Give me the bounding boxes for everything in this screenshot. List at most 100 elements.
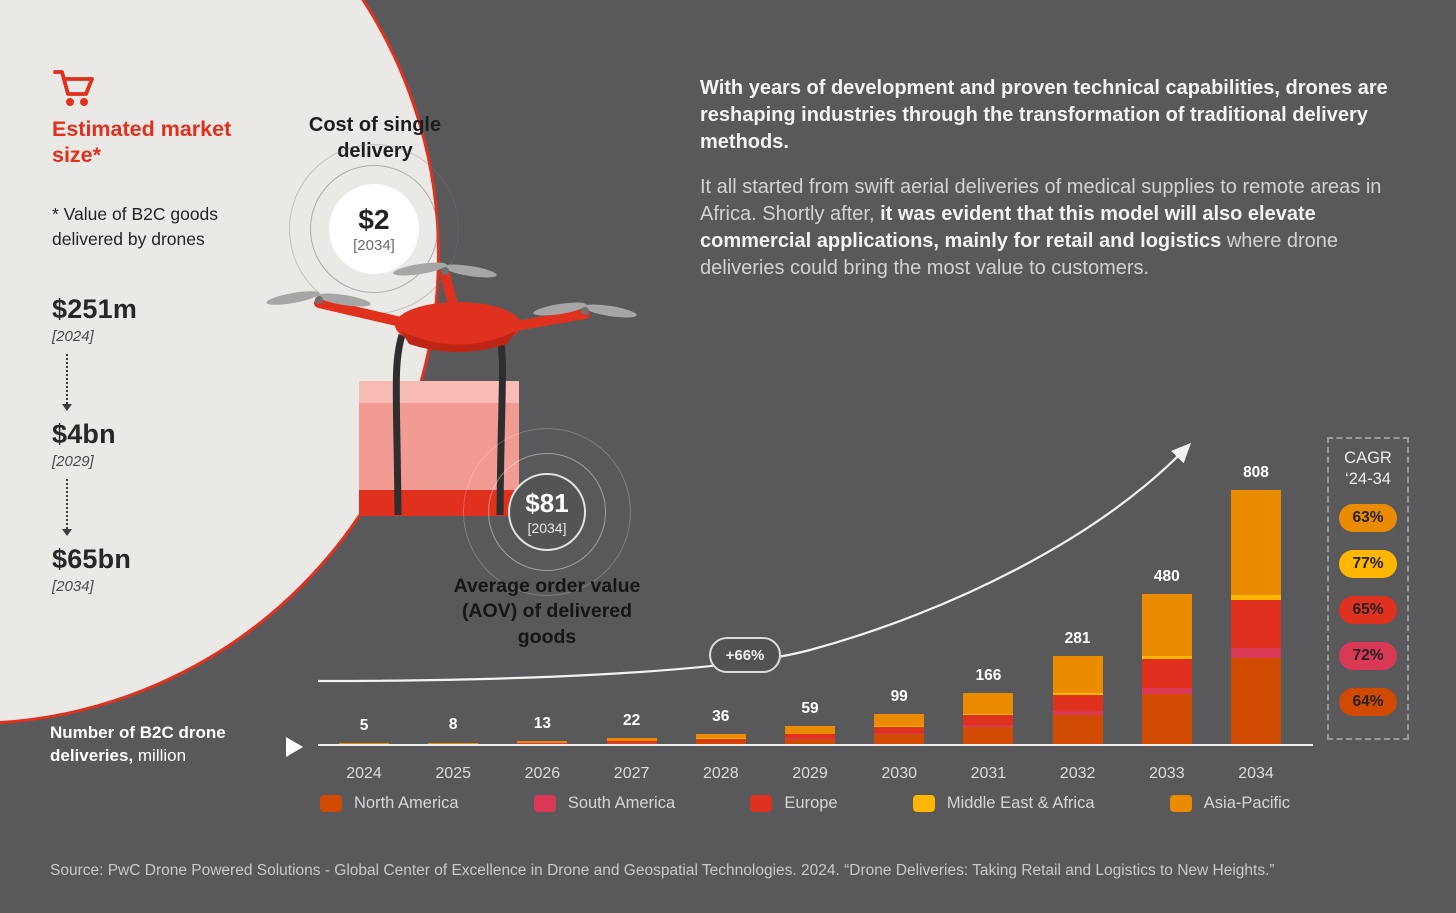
intro-paragraph-2: It all started from swift aerial deliver…: [700, 174, 1406, 283]
cagr-title: CAGR ‘24-34: [1329, 448, 1407, 489]
segment-south-america: [1052, 711, 1103, 715]
segment-north-america: [1231, 658, 1281, 745]
arrow-down-icon: [62, 404, 72, 411]
x-axis-year-label: 2025: [435, 765, 471, 782]
legend-swatch: [533, 795, 556, 812]
x-axis-year-label: 2034: [1238, 765, 1274, 782]
legend-item-europe: Europe: [750, 794, 838, 813]
bar-stack: [1141, 593, 1192, 745]
down-arrow-connector: [52, 479, 137, 536]
bar-total-label: 22: [622, 712, 641, 730]
segment-south-america: [785, 737, 835, 739]
x-axis-line: [318, 744, 1313, 746]
bar-2025: 8 2025: [428, 430, 479, 782]
bar-total-label: 36: [712, 707, 730, 725]
bar-2024: 5 2024: [339, 430, 389, 782]
segment-north-america: [1052, 714, 1103, 745]
bar-2029: 59 2029: [785, 430, 835, 782]
milestone-year: [2029]: [52, 453, 94, 470]
x-axis-year-label: 2026: [524, 765, 561, 782]
bar-total-label: 8: [448, 716, 458, 734]
cost-value: $2: [358, 204, 390, 235]
x-axis-year-label: 2027: [613, 765, 650, 782]
segment-south-america: [1231, 648, 1281, 659]
cagr-pill-72: 72%: [1339, 642, 1397, 671]
aov-year: [2034]: [527, 520, 567, 536]
segment-europe: [606, 741, 657, 743]
bar-2030: 99 2030: [874, 430, 925, 782]
segment-asia-pacific: [695, 733, 746, 739]
cagr-pill-77: 77%: [1339, 550, 1397, 579]
segment-asia-pacific: [517, 740, 568, 743]
segment-middle-east-africa: [1231, 595, 1281, 601]
segment-middle-east-africa: [1052, 692, 1103, 695]
market-size-title: Estimated market size*: [52, 117, 232, 168]
intro-p2-end: where drone deliveries could bring the m…: [700, 229, 1339, 280]
segment-middle-east-africa: [874, 726, 925, 728]
arrow-down-icon: [62, 529, 72, 536]
source-line: Source: PwC Drone Powered Solutions - Gl…: [50, 862, 1275, 879]
cagr-pill-list: 63% 77% 65% 72% 64%: [1329, 504, 1407, 717]
segment-europe: [1231, 600, 1281, 649]
x-axis-year-label: 2028: [703, 765, 739, 782]
bar-2034: 808 2034: [1231, 430, 1281, 782]
segment-north-america: [963, 727, 1014, 745]
segment-asia-pacific: [963, 692, 1014, 715]
segment-south-america: [1141, 687, 1192, 694]
growth-curve: [317, 442, 1192, 683]
bar-total-label: 5: [359, 717, 369, 735]
segment-asia-pacific: [874, 713, 925, 727]
cagr-title-line1: CAGR: [1344, 449, 1392, 467]
milestone-value: $4bn: [52, 419, 116, 449]
bar-stack: [606, 738, 657, 745]
legend-item-north-america: North America: [320, 794, 459, 813]
bar-stack: [785, 726, 835, 745]
milestone-year: [2034]: [52, 578, 94, 595]
legend-label: Asia-Pacific: [1203, 794, 1290, 812]
segment-north-america: [695, 741, 746, 745]
legend-item-middle-east-africa: Middle East & Africa: [912, 794, 1095, 813]
legend-swatch: [912, 795, 935, 812]
intro-text-block: With years of development and proven tec…: [700, 75, 1406, 282]
bar-total-label: 13: [533, 714, 552, 732]
bar-stack: [1052, 656, 1103, 745]
x-axis-year-label: 2031: [970, 765, 1007, 782]
milestone-value: $251m: [52, 294, 138, 324]
segment-north-america: [874, 734, 925, 745]
segment-north-america: [606, 742, 657, 745]
aov-label: Average order value (AOV) of delivered g…: [453, 575, 641, 648]
segment-asia-pacific: [339, 743, 389, 745]
bar-2033: 480 2033: [1141, 430, 1192, 782]
segment-south-america: [963, 725, 1014, 728]
segment-europe: [785, 734, 835, 738]
down-arrow-connector: [52, 354, 137, 411]
legend-item-south-america: South America: [533, 794, 676, 813]
milestone-2024: $251m [2024]: [52, 294, 137, 345]
bar-stack: [963, 692, 1014, 745]
axis-label-bold: Number of B2C drone deliveries,: [50, 723, 226, 765]
bar-2028: 36 2028: [695, 430, 746, 782]
deliveries-axis-label: Number of B2C drone deliveries, million: [50, 722, 300, 768]
legend-label: South America: [567, 794, 676, 812]
segment-asia-pacific: [1231, 490, 1281, 596]
segment-north-america: [1141, 693, 1192, 745]
cagr-pill-64: 64%: [1339, 688, 1397, 717]
x-axis-year-label: 2024: [346, 765, 382, 782]
bar-2032: 281 2032: [1052, 430, 1103, 782]
segment-asia-pacific: [785, 726, 835, 735]
segment-europe: [695, 738, 746, 741]
right-triangle-pointer-icon: [286, 737, 303, 757]
segment-middle-east-africa: [1141, 655, 1192, 659]
bubble-inner-ring: [310, 165, 438, 293]
bar-total-label: 281: [1064, 630, 1091, 648]
bar-total-label: 59: [801, 700, 819, 718]
segment-europe: [874, 727, 925, 734]
bar-stack: [1231, 490, 1281, 745]
market-size-footnote: * Value of B2C goods delivered by drones: [52, 204, 219, 250]
legend-swatch: [1169, 795, 1192, 812]
x-axis-year-label: 2030: [881, 765, 917, 782]
segment-asia-pacific: [1052, 656, 1103, 693]
segment-europe: [1052, 694, 1103, 712]
cagr-box: CAGR ‘24-34 63% 77% 65% 72% 64%: [1327, 437, 1409, 740]
segment-asia-pacific: [606, 738, 657, 741]
